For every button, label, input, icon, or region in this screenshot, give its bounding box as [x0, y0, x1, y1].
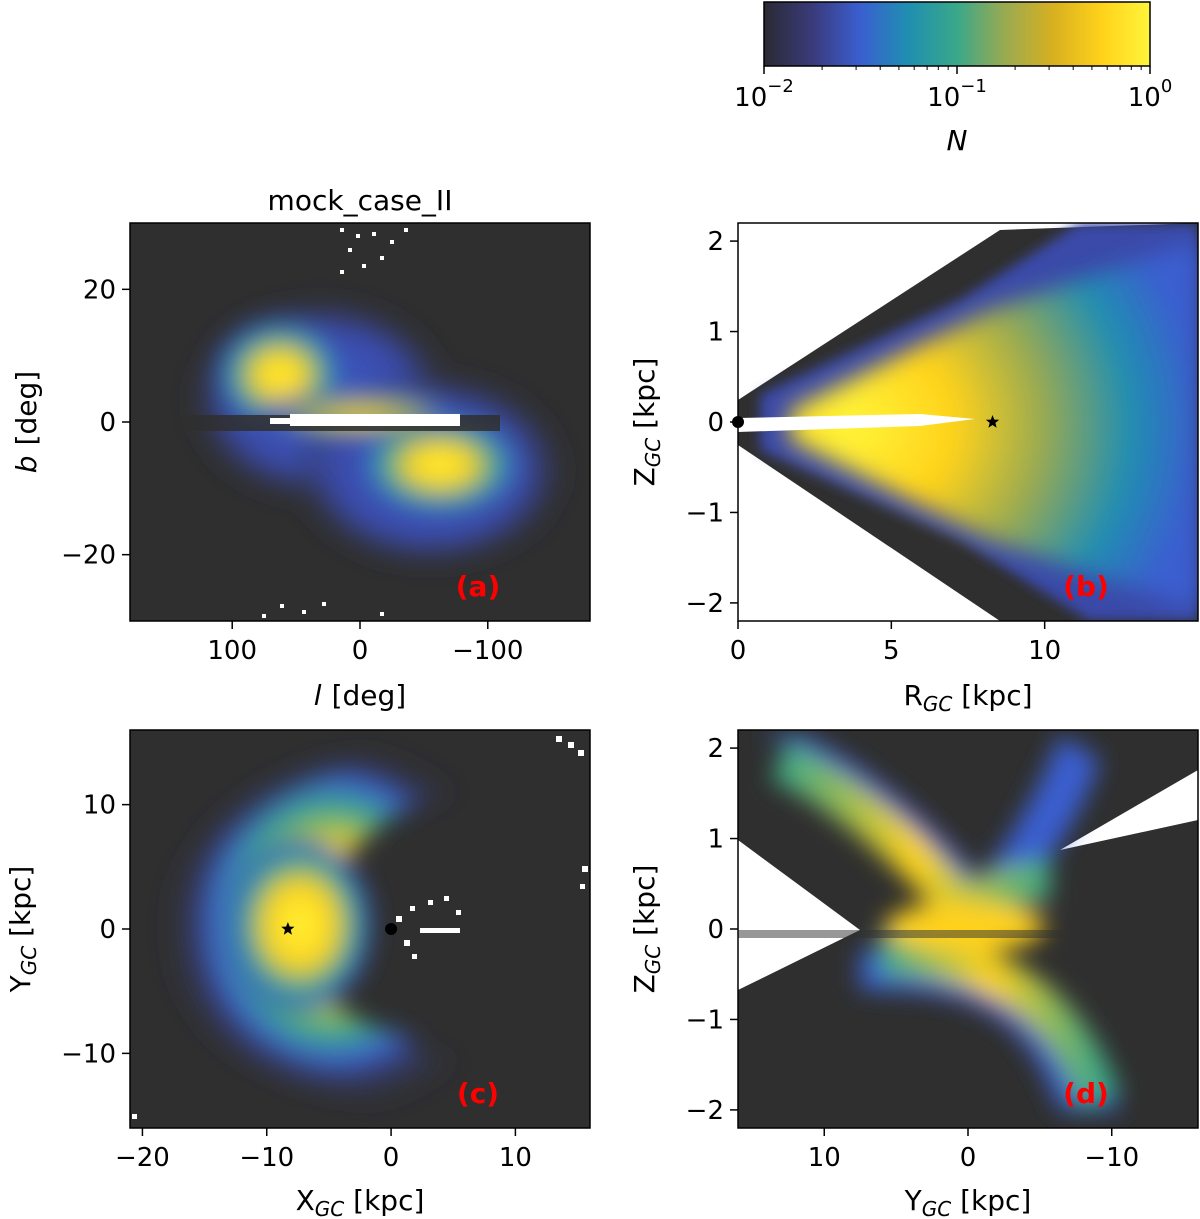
- x-tick-label: −100: [452, 636, 523, 666]
- y-tick-label: −20: [61, 541, 116, 571]
- panel-a: mock_case_II 100 0 −100 20 0 −20 (a) l [deg] b…: [10, 184, 591, 712]
- colorbar-ticks: 10−2 10−1 100: [734, 66, 1172, 113]
- sun-star-marker: [281, 922, 295, 935]
- y-tick-label: 1: [707, 318, 724, 348]
- x-tick-label: 0: [730, 636, 747, 666]
- y-tick-label: 20: [83, 275, 116, 305]
- colorbar-label: N: [947, 124, 968, 157]
- x-tick-label: 5: [883, 636, 900, 666]
- panel-a-title: mock_case_II: [268, 184, 453, 217]
- panel-c-ticks: −20 −10 0 10 10 0 −10: [61, 791, 532, 1173]
- x-tick-label: 10: [499, 1143, 532, 1173]
- colorbar-tick-label: 10−2: [734, 76, 794, 113]
- x-tick-label: 10: [1028, 636, 1061, 666]
- panel-c-tag: (c): [457, 1077, 499, 1110]
- y-tick-label: −2: [686, 1096, 724, 1126]
- sun-star-marker: [985, 415, 1000, 428]
- y-tick-label: −1: [686, 1005, 724, 1035]
- heatmap-b: [738, 223, 1198, 621]
- y-tick-label: −1: [686, 498, 724, 528]
- colorbar: 10−2 10−1 100 N: [734, 1, 1172, 157]
- panel-a-xlabel: l [deg]: [314, 679, 406, 712]
- x-tick-label: 100: [207, 636, 257, 666]
- galactic-center-marker: [385, 923, 398, 935]
- y-tick-label: 0: [99, 915, 116, 945]
- panel-c: −20 −10 0 10 10 0 −10 (c) XGC [kpc] YGC [kpc]: [4, 729, 591, 1219]
- y-tick-label: −2: [686, 589, 724, 619]
- colorbar-gradient: [763, 1, 1151, 67]
- colorbar-tick-label: 100: [1128, 76, 1173, 113]
- panel-b-tag: (b): [1063, 570, 1109, 603]
- x-tick-label: 10: [808, 1143, 841, 1173]
- x-tick-label: −10: [239, 1143, 294, 1173]
- panel-d-xlabel: YGC [kpc]: [904, 1184, 1032, 1219]
- y-tick-label: −10: [61, 1039, 116, 1069]
- y-tick-label: 10: [83, 791, 116, 821]
- x-tick-label: −10: [1084, 1143, 1139, 1173]
- panel-a-tag: (a): [456, 570, 501, 603]
- y-tick-label: 0: [707, 408, 724, 438]
- panel-b-ylabel: ZGC [kpc]: [628, 358, 665, 487]
- y-tick-label: 0: [99, 408, 116, 438]
- panel-d-tag: (d): [1063, 1077, 1109, 1110]
- y-tick-label: 2: [707, 227, 724, 257]
- y-tick-label: 2: [707, 734, 724, 764]
- heatmap-a: [130, 223, 590, 621]
- panel-a-ticks: 100 0 −100 20 0 −20: [61, 275, 523, 666]
- y-tick-label: 0: [707, 915, 724, 945]
- x-tick-label: 0: [960, 1143, 977, 1173]
- x-tick-label: −20: [115, 1143, 170, 1173]
- heatmap-d: [738, 730, 1198, 1128]
- panel-c-ylabel: YGC [kpc]: [4, 866, 41, 994]
- panel-b-xlabel: RGC [kpc]: [903, 679, 1032, 716]
- colorbar-tick-label: 10−1: [927, 76, 987, 113]
- panel-d-ylabel: ZGC [kpc]: [628, 865, 665, 994]
- panel-c-markers: [281, 922, 398, 935]
- y-tick-label: 1: [707, 825, 724, 855]
- panel-a-ylabel: b[deg]: [10, 371, 43, 473]
- x-tick-label: 0: [352, 636, 369, 666]
- heatmap-c: [130, 730, 590, 1128]
- x-tick-label: 0: [383, 1143, 400, 1173]
- panel-c-xlabel: XGC [kpc]: [296, 1184, 425, 1219]
